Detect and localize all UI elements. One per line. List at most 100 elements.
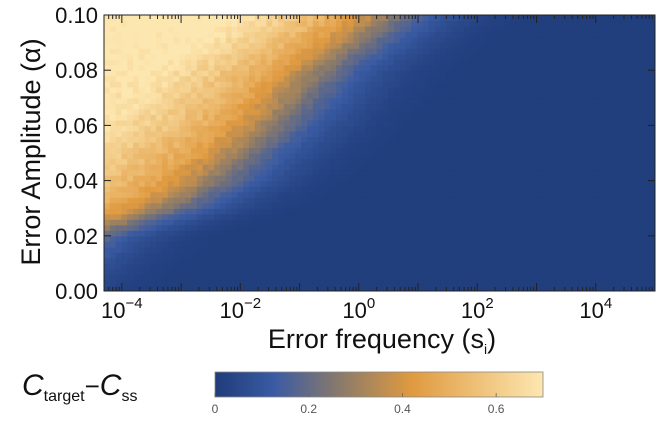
heatmap-cell (231, 197, 238, 204)
heatmap-cell (318, 31, 325, 38)
heatmap-cell (295, 279, 302, 287)
heatmap-cell (185, 15, 192, 22)
heatmap-cell (237, 153, 244, 160)
heatmap-cell (573, 274, 581, 281)
heatmap-cell (423, 86, 430, 93)
heatmap-cell (452, 224, 459, 231)
heatmap-cell (533, 224, 540, 231)
heatmap-cell (104, 279, 111, 287)
heatmap-cell (359, 213, 366, 220)
heatmap-cell (556, 164, 563, 171)
heatmap-cell (115, 130, 122, 138)
heatmap-cell (202, 279, 209, 287)
heatmap-cell (469, 130, 476, 138)
heatmap-cell (440, 219, 447, 226)
heatmap-cell (144, 197, 151, 204)
heatmap-cell (283, 20, 291, 27)
heatmap-cell (399, 37, 407, 44)
heatmap-cell (515, 48, 523, 55)
heatmap-cell (562, 136, 569, 143)
heatmap-cell (631, 136, 639, 143)
heatmap-cell (196, 48, 204, 55)
heatmap-cell (353, 141, 360, 149)
heatmap-cell (469, 81, 476, 88)
heatmap-cell (614, 230, 621, 237)
heatmap-cell (591, 141, 598, 149)
heatmap-cell (457, 235, 465, 242)
heatmap-cell (394, 252, 401, 259)
heatmap-cell (602, 70, 610, 77)
heatmap-cell (167, 158, 175, 165)
heatmap-cell (498, 164, 505, 171)
heatmap-cell (463, 230, 470, 237)
heatmap-cell (365, 252, 372, 259)
heatmap-cell (521, 108, 528, 115)
heatmap-cell (591, 130, 598, 138)
heatmap-cell (307, 274, 314, 281)
heatmap-cell (162, 241, 169, 248)
heatmap-cell (266, 197, 273, 204)
heatmap-cell (411, 175, 418, 182)
heatmap-cell (185, 169, 192, 176)
heatmap-cell (167, 31, 175, 38)
heatmap-cell (469, 169, 476, 176)
heatmap-cell (504, 108, 511, 115)
heatmap-cell (318, 164, 325, 171)
heatmap-cell (341, 252, 349, 259)
heatmap-cell (185, 224, 192, 231)
heatmap-cell (556, 15, 563, 22)
heatmap-cell (475, 103, 482, 110)
heatmap-cell (196, 279, 204, 287)
heatmap-cell (283, 235, 291, 242)
heatmap-cell (556, 274, 563, 281)
heatmap-cell (301, 164, 308, 171)
heatmap-cell (469, 252, 476, 259)
heatmap-cell (498, 92, 505, 99)
heatmap-cell (649, 186, 655, 193)
heatmap-cell (585, 147, 592, 154)
heatmap-cell (208, 119, 215, 126)
heatmap-cell (527, 241, 534, 248)
heatmap-cell (411, 268, 418, 276)
heatmap-cell (492, 15, 499, 22)
heatmap-cell (631, 197, 639, 204)
heatmap-cell (295, 274, 302, 281)
heatmap-cell (179, 119, 186, 126)
heatmap-cell (457, 70, 465, 77)
heatmap-cell (127, 125, 134, 132)
heatmap-cell (649, 147, 655, 154)
heatmap-cell (202, 141, 209, 149)
heatmap-cell (214, 235, 221, 242)
heatmap-cell (423, 59, 430, 66)
heatmap-cell (585, 81, 592, 88)
heatmap-cell (173, 246, 180, 253)
heatmap-cell (550, 219, 557, 226)
heatmap-cell (573, 53, 581, 60)
heatmap-cell (475, 119, 482, 126)
heatmap-cell (353, 103, 360, 110)
heatmap-cell (597, 219, 604, 226)
heatmap-cell (434, 197, 441, 204)
heatmap-cell (104, 252, 111, 259)
heatmap-cell (179, 42, 186, 49)
heatmap-cell (533, 141, 540, 149)
heatmap-cell (568, 208, 575, 215)
heatmap-cell (121, 26, 128, 33)
heatmap-cell (417, 64, 424, 71)
heatmap-cell (312, 136, 320, 143)
heatmap-cell (353, 70, 360, 77)
heatmap-cell (376, 53, 383, 60)
heatmap-cell (173, 147, 180, 154)
heatmap-cell (138, 114, 146, 121)
heatmap-cell (423, 75, 430, 82)
heatmap-cell (365, 75, 372, 82)
heatmap-cell (341, 285, 349, 291)
heatmap-cell (243, 252, 250, 259)
heatmap-cell (109, 252, 117, 259)
heatmap-cell (620, 119, 627, 126)
heatmap-cell (602, 164, 610, 171)
heatmap-cell (220, 136, 227, 143)
heatmap-cell (475, 42, 482, 49)
heatmap-cell (556, 119, 563, 126)
